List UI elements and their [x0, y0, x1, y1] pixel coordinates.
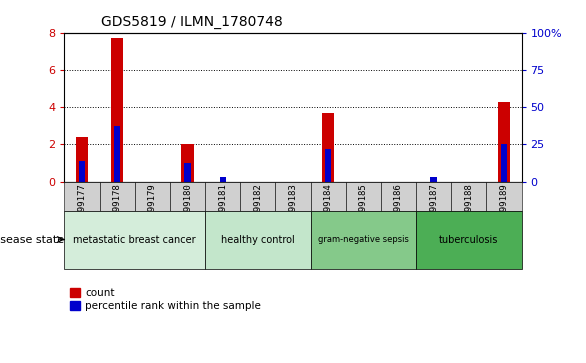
Text: GSM1599181: GSM1599181 — [218, 183, 227, 237]
Bar — [311, 211, 416, 269]
Bar — [114, 126, 120, 182]
Text: GSM1599184: GSM1599184 — [323, 183, 333, 237]
Bar — [275, 182, 311, 211]
Text: disease state: disease state — [0, 234, 64, 245]
Text: GSM1599189: GSM1599189 — [499, 183, 509, 237]
Bar — [170, 182, 205, 211]
Text: GDS5819 / ILMN_1780748: GDS5819 / ILMN_1780748 — [101, 15, 283, 29]
Bar — [322, 113, 335, 182]
Bar — [205, 182, 240, 211]
Bar — [240, 182, 275, 211]
Text: GSM1599185: GSM1599185 — [359, 183, 368, 237]
Text: GSM1599180: GSM1599180 — [183, 183, 192, 237]
Text: GSM1599179: GSM1599179 — [148, 183, 157, 237]
Text: GSM1599187: GSM1599187 — [429, 183, 438, 237]
Bar — [135, 182, 170, 211]
Bar — [100, 182, 135, 211]
Bar — [79, 161, 85, 182]
Text: metastatic breast cancer: metastatic breast cancer — [73, 234, 196, 245]
Bar — [64, 211, 205, 269]
Text: tuberculosis: tuberculosis — [439, 234, 499, 245]
Bar — [346, 182, 381, 211]
Bar — [431, 178, 437, 182]
Bar — [205, 211, 311, 269]
Text: healthy control: healthy control — [221, 234, 295, 245]
Text: gram-negative sepsis: gram-negative sepsis — [318, 235, 409, 244]
Bar — [486, 182, 522, 211]
Text: GSM1599183: GSM1599183 — [288, 183, 298, 237]
Bar — [111, 38, 124, 182]
Bar — [451, 182, 486, 211]
Bar — [76, 137, 88, 182]
Bar — [64, 182, 100, 211]
Text: GSM1599188: GSM1599188 — [464, 183, 473, 237]
Text: GSM1599186: GSM1599186 — [394, 183, 403, 237]
Text: GSM1599178: GSM1599178 — [113, 183, 122, 237]
Bar — [220, 178, 226, 182]
Bar — [182, 144, 194, 182]
Legend: count, percentile rank within the sample: count, percentile rank within the sample — [70, 288, 261, 311]
Bar — [416, 182, 451, 211]
Bar — [416, 211, 522, 269]
Bar — [311, 182, 346, 211]
Bar — [501, 144, 507, 182]
Bar — [185, 163, 190, 182]
Bar — [325, 149, 331, 182]
Bar — [498, 102, 510, 182]
Text: GSM1599177: GSM1599177 — [77, 183, 87, 237]
Text: GSM1599182: GSM1599182 — [253, 183, 263, 237]
Bar — [381, 182, 416, 211]
